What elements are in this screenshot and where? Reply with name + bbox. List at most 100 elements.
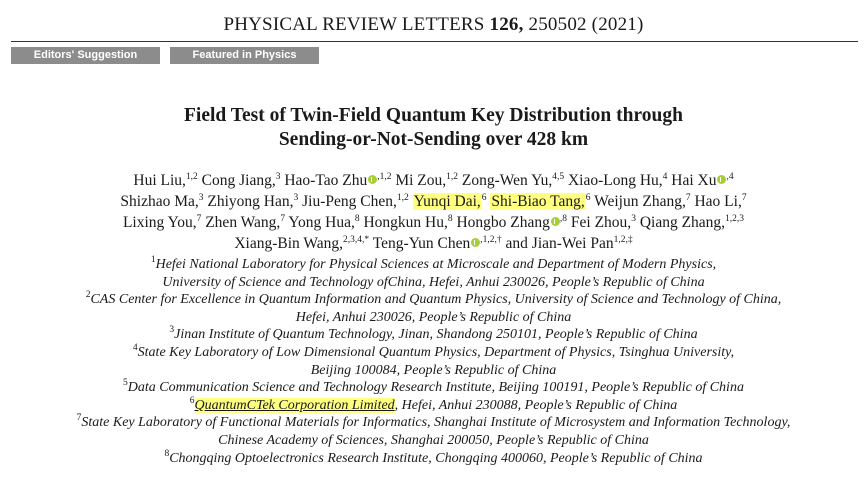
affiliation-number: 1 bbox=[150, 255, 156, 265]
affiliation-line: 7State Key Laboratory of Functional Mate… bbox=[0, 414, 867, 432]
affiliation-text: University of Science and Technology ofC… bbox=[162, 274, 705, 290]
author-name: Zhiyong Han, bbox=[207, 193, 294, 210]
affiliation-number: 4 bbox=[132, 342, 138, 353]
author-name: Xiao-Long Hu, bbox=[567, 172, 663, 189]
affiliation-line: University of Science and Technology ofC… bbox=[0, 274, 867, 292]
author: Shi-Biao Tang,6 bbox=[490, 193, 591, 210]
affiliation-text: Chinese Academy of Sciences, Shanghai 20… bbox=[218, 432, 649, 448]
author-affiliation-sup: 7 bbox=[685, 193, 691, 203]
affiliation-text: Beijing 100084, People’s Republic of Chi… bbox=[310, 362, 557, 378]
author: Fei Zhou,3 bbox=[571, 214, 636, 231]
journal-volume: 126, bbox=[489, 14, 524, 35]
author-affiliation-sup: 1,2 bbox=[185, 172, 198, 182]
editors-suggestion-tag[interactable]: Editors' Suggestion bbox=[11, 47, 160, 64]
author-affiliation-sup: 6 bbox=[585, 193, 591, 203]
affiliation-text: , Hefei, Anhui 230088, People’s Republic… bbox=[394, 397, 678, 413]
author: Shizhao Ma,3 bbox=[120, 193, 203, 210]
author: Hongkun Hu,8 bbox=[363, 214, 452, 231]
affiliation-text: Jinan Institute of Quantum Technology, J… bbox=[174, 327, 698, 343]
author-affiliation-sup: 7 bbox=[196, 214, 202, 224]
author-affiliation-sup: 6 bbox=[481, 193, 487, 203]
author-name: and Jian-Wei Pan bbox=[505, 235, 614, 252]
orcid-icon[interactable] bbox=[471, 238, 481, 247]
author: Jiu-Peng Chen,1,2 bbox=[302, 193, 409, 210]
author-affiliation-sup: 8 bbox=[354, 214, 360, 224]
affiliation-line: 3Jinan Institute of Quantum Technology, … bbox=[0, 326, 867, 344]
author-affiliation-sup: 7 bbox=[280, 214, 286, 224]
author-name: Yong Hua, bbox=[288, 214, 355, 231]
author-affiliation-sup: 4 bbox=[662, 172, 668, 182]
author: Hongbo Zhang ,8 bbox=[456, 214, 567, 231]
author-name: Yunqi Dai, bbox=[412, 193, 482, 210]
author: Qiang Zhang,1,2,3 bbox=[640, 214, 744, 231]
affiliation-line: 2CAS Center for Excellence in Quantum In… bbox=[0, 290, 867, 309]
author-name: Qiang Zhang, bbox=[639, 214, 726, 231]
affiliation-text: Hefei, Anhui 230026, People’s Republic o… bbox=[295, 309, 572, 325]
author-name: Zong-Wen Yu, bbox=[461, 172, 553, 189]
journal-article-info: 250502 (2021) bbox=[528, 14, 644, 35]
author-name: Xiang-Bin Wang, bbox=[234, 235, 344, 252]
author-name: Hao-Tao Zhu bbox=[284, 172, 368, 189]
author-name: Mi Zou, bbox=[395, 172, 447, 189]
affiliation-number: 6 bbox=[189, 395, 195, 406]
affiliation-list: 1Hefei National Laboratory for Physical … bbox=[0, 255, 867, 468]
author: Hai Xu ,4 bbox=[671, 172, 733, 189]
author-name: Hui Liu, bbox=[133, 172, 186, 189]
orcid-icon[interactable] bbox=[717, 175, 727, 184]
affiliation-line: Chinese Academy of Sciences, Shanghai 20… bbox=[0, 432, 867, 450]
author-name: Shi-Biao Tang, bbox=[490, 193, 586, 210]
author-list: Hui Liu,1,2 Cong Jiang,3 Hao-Tao Zhu ,1,2… bbox=[40, 170, 827, 254]
author-affiliation-sup: ,1,2,† bbox=[480, 235, 502, 245]
author-name: Shizhao Ma, bbox=[120, 193, 199, 210]
author: Cong Jiang,3 bbox=[202, 172, 281, 189]
affiliation-number: 2 bbox=[85, 290, 91, 301]
author-name: Hao Li, bbox=[694, 193, 742, 210]
author-affiliation-sup: 3 bbox=[631, 214, 636, 224]
author: Zong-Wen Yu,4,5 bbox=[462, 172, 564, 189]
author: Xiang-Bin Wang,2,3,4,* bbox=[234, 235, 369, 252]
highlighted-affiliation: QuantumCTek Corporation Limited bbox=[194, 397, 395, 413]
tag-bar: Editors' Suggestion Featured in Physics bbox=[11, 47, 319, 64]
author-name: Hai Xu bbox=[671, 172, 717, 189]
affiliation-number: 7 bbox=[76, 413, 82, 424]
author: Yunqi Dai,6 bbox=[412, 193, 487, 210]
affiliation-line: 6QuantumCTek Corporation Limited, Hefei,… bbox=[0, 395, 867, 415]
paper-title: Field Test of Twin-Field Quantum Key Dis… bbox=[0, 104, 867, 152]
author-name: Hongkun Hu, bbox=[363, 214, 448, 231]
author-affiliation-sup: 7 bbox=[741, 193, 747, 203]
journal-name: PHYSICAL REVIEW LETTERS bbox=[223, 14, 485, 35]
affiliation-number: 8 bbox=[164, 448, 170, 459]
affiliation-line: 8Chongqing Optoelectronics Research Inst… bbox=[0, 448, 867, 468]
orcid-icon[interactable] bbox=[550, 217, 560, 226]
author-affiliation-sup: 2,3,4,* bbox=[343, 235, 370, 245]
author-affiliation-sup: 4,5 bbox=[552, 172, 565, 182]
author-affiliation-sup: 1,2,3 bbox=[725, 214, 745, 224]
author-affiliation-sup: 8 bbox=[447, 214, 453, 224]
author-name: Hongbo Zhang bbox=[456, 214, 550, 231]
title-line-1: Field Test of Twin-Field Quantum Key Dis… bbox=[184, 105, 683, 126]
header-rule bbox=[11, 41, 858, 42]
author-name: Zhen Wang, bbox=[205, 214, 281, 231]
affiliation-text: CAS Center for Excellence in Quantum Inf… bbox=[90, 292, 782, 308]
author-affiliation-sup: 3 bbox=[198, 193, 204, 203]
author: Yong Hua,8 bbox=[288, 214, 359, 231]
featured-in-physics-tag[interactable]: Featured in Physics bbox=[170, 47, 319, 64]
author-name: Cong Jiang, bbox=[201, 172, 276, 189]
author: Teng-Yun Chen ,1,2,† bbox=[373, 235, 502, 252]
author-affiliation-sup: 3 bbox=[275, 172, 281, 182]
author: Weijun Zhang,7 bbox=[594, 193, 690, 210]
author-affiliation-sup: 1,2,‡ bbox=[613, 235, 633, 245]
author-name: Teng-Yun Chen bbox=[372, 235, 471, 252]
affiliation-text: Chongqing Optoelectronics Research Insti… bbox=[169, 450, 703, 466]
author-affiliation-sup: ,8 bbox=[559, 214, 568, 224]
affiliation-line: Hefei, Anhui 230026, People’s Republic o… bbox=[0, 309, 867, 327]
affiliation-text: State Key Laboratory of Functional Mater… bbox=[81, 415, 791, 431]
orcid-icon[interactable] bbox=[368, 175, 378, 184]
author-name: Weijun Zhang, bbox=[594, 193, 686, 210]
affiliation-text: Data Communication Science and Technolog… bbox=[127, 380, 744, 396]
author: Lixing You,7 bbox=[123, 214, 201, 231]
affiliation-number: 5 bbox=[123, 378, 128, 389]
journal-header: PHYSICAL REVIEW LETTERS 126, 250502 (202… bbox=[0, 14, 867, 36]
title-line-2: Sending-or-Not-Sending over 428 km bbox=[278, 129, 589, 150]
affiliation-line: 4State Key Laboratory of Low Dimensional… bbox=[0, 342, 867, 362]
